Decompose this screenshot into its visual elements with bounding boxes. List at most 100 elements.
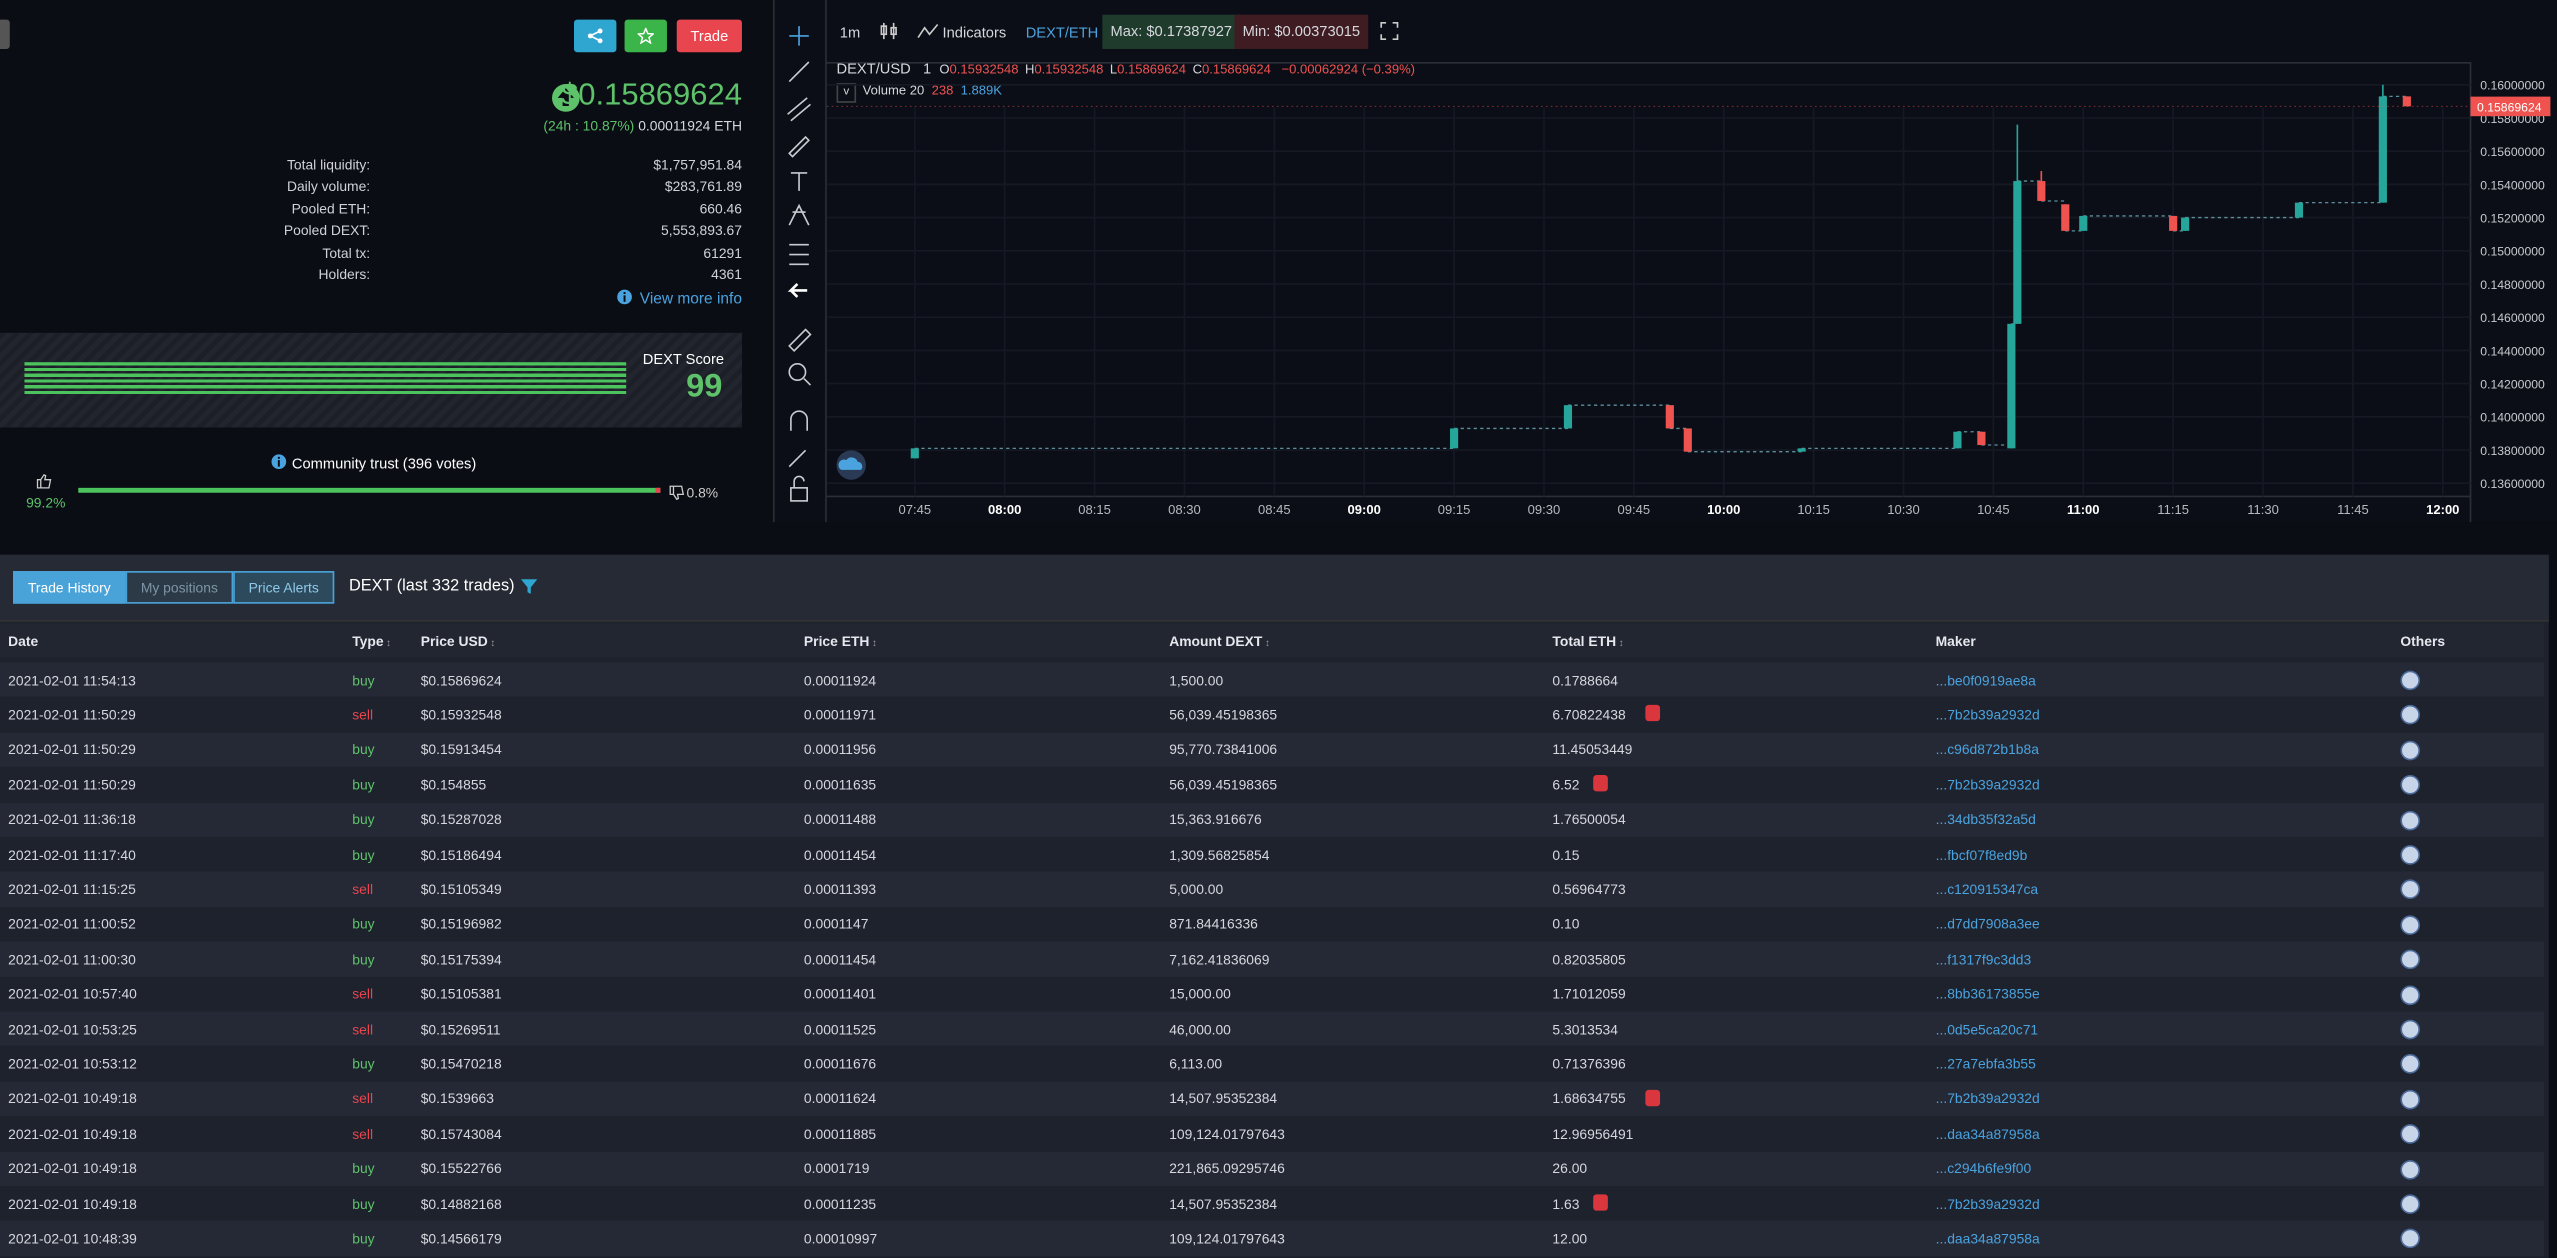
cell-date: 2021-02-01 10:49:18 [8,1195,137,1212]
side-handle[interactable] [0,19,10,49]
trade-row: 2021-02-01 11:00:52 buy $0.15196982 0.00011… [0,906,2544,942]
score-bars [24,362,627,395]
cell-type: buy [352,741,375,758]
cell-date: 2021-02-01 11:00:52 [8,916,136,933]
candle-type-icon[interactable] [879,21,899,41]
community-text: Community trust (396 votes) [291,455,477,472]
indicators-icon [917,23,939,38]
cell-usd: $0.15105381 [420,985,502,1003]
candle-body [1563,405,1573,429]
price-tick-label: 0.14000000 [2480,411,2545,425]
cell-usd: $0.15913454 [420,741,502,758]
cell-eth: 0.0001719 [803,1160,870,1177]
trade-row: 2021-02-01 10:48:39 buy $0.14566179 0.00010… [0,1221,2544,1256]
stat-label: Pooled ETH: [291,200,371,217]
cell-date: 2021-02-01 11:50:29 [8,776,136,793]
max-price: Max: $0.17387927 [1102,14,1241,49]
share-button[interactable] [574,19,617,53]
thumb-down[interactable] [669,485,685,501]
trades-title: DEXT (last 332 trades) [348,577,515,596]
filter-icon[interactable] [520,578,538,596]
cell-date: 2021-02-01 11:17:40 [8,846,136,863]
etherscan-icon [2400,1054,2420,1075]
view-more-text: View more info [639,290,742,309]
column-header: Total ETH [1552,632,1623,648]
cell-usd: $0.15175394 [420,951,502,968]
ohlc-value: 0.15869624 [1202,62,1271,77]
cell-eth: 0.00011956 [803,741,877,758]
cell-maker: ...8bb36173855e [1935,985,2040,1003]
fullscreen-icon[interactable] [1380,21,1400,41]
tab[interactable]: Trade History [13,571,126,604]
cell-amount: 221,865.09295746 [1169,1160,1285,1177]
favorite-button[interactable] [624,19,667,53]
column-header: Type [352,632,391,648]
candle-body [1665,405,1674,429]
cell-amount: 14,507.95352384 [1169,1090,1278,1108]
time-tick-label: 12:00 [2426,502,2459,517]
candle-body [1797,448,1806,452]
cell-type: sell [352,1125,374,1142]
ohlc: O0.15932548 H0.15932548 L0.15869624 C0.1586… [939,62,1277,77]
view-more-link[interactable]: View more info [617,289,742,309]
column-header: Others [2400,632,2446,649]
column-header: Amount DEXT [1169,632,1270,648]
cell-date: 2021-02-01 10:57:40 [8,985,137,1003]
cell-usd: $0.15869624 [420,671,502,689]
etherscan-icon [2400,914,2420,935]
indicators-button[interactable]: Indicators [942,24,1007,41]
cell-amount: 1,309.56825854 [1169,846,1270,863]
interval-button[interactable]: 1m [839,24,861,41]
time-tick-label: 07:45 [899,502,932,517]
logo-cloud [838,457,863,470]
cell-total: 1.71012059 [1552,985,1626,1003]
cell-total: 0.56964773 [1552,881,1626,898]
cell-total: 26.00 [1552,1160,1588,1177]
cell-maker: ...34db35f32a5d [1935,811,2036,828]
cell-usd: $0.15743084 [420,1125,502,1142]
time-tick-label: 11:45 [2337,502,2369,517]
time-tick-label: 11:00 [2067,502,2100,517]
trade-row: 2021-02-01 10:53:12 buy $0.15470218 0.00011… [0,1046,2544,1082]
candle-body [2402,96,2411,107]
lock-icon [1645,1089,1661,1106]
thumb-up[interactable] [36,473,52,489]
score-box: DEXT Score 99 [0,332,742,428]
candle-body [2061,204,2070,231]
trade-row: 2021-02-01 10:49:18 sell $0.15743084 0.0001… [0,1116,2544,1152]
stat-value: 660.46 [699,200,742,217]
cell-type: buy [352,951,375,968]
cell-date: 2021-02-01 11:36:18 [8,811,136,828]
price-eth: 0.00011924 ETH [638,117,742,134]
chart-panel [772,0,2557,523]
cell-maker: ...daa34a87958a [1935,1125,2040,1142]
cell-amount: 56,039.45198365 [1169,776,1278,793]
time-tick-label: 08:15 [1078,502,1111,517]
cell-maker: ...0d5e5ca20c71 [1935,1020,2039,1038]
cell-date: 2021-02-01 11:50:29 [8,706,136,723]
share-icon [587,28,603,44]
cell-amount: 7,162.41836069 [1169,951,1270,968]
tab[interactable]: My positions [125,571,234,604]
score-label: DEXT Score [642,350,725,368]
cell-total: 6.52 [1552,776,1580,793]
tab[interactable]: Price Alerts [233,571,335,604]
cell-date: 2021-02-01 10:49:18 [8,1090,137,1108]
stat-value: 61291 [703,244,742,261]
etherscan-icon [2400,775,2420,795]
cell-amount: 95,770.73841006 [1169,741,1278,758]
trust-bar [78,487,661,493]
candle-body [2013,181,2022,324]
cell-eth: 0.0001147 [803,916,869,933]
cell-type: buy [352,1055,375,1073]
cell-date: 2021-02-01 10:53:12 [8,1055,137,1073]
header-row: Date Type Price USD Price ETH Amount DEXT Tot… [0,623,2544,658]
cell-date: 2021-02-01 11:54:13 [8,671,136,689]
etherscan-icon [2400,810,2420,830]
trade-button[interactable]: Trade [676,19,742,53]
cell-eth: 0.00011676 [803,1055,877,1073]
candle-body [2181,217,2190,231]
cell-maker: ...7b2b39a2932d [1935,706,2040,723]
pair-button[interactable]: DEXT/ETH [1025,24,1099,41]
trade-row: 2021-02-01 11:50:29 buy $0.154855 0.0001163… [0,767,2544,803]
